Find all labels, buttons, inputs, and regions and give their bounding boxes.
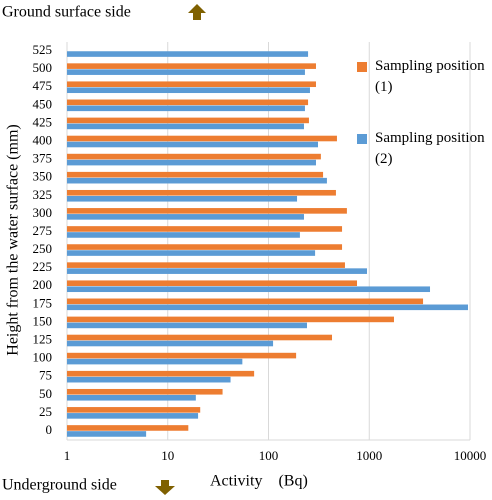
y-tick-label: 450 [33, 96, 53, 111]
y-tick-label: 0 [46, 422, 53, 437]
bar [67, 63, 316, 69]
bar [67, 214, 304, 220]
bar [67, 316, 394, 323]
y-tick-label: 75 [39, 368, 52, 383]
bar [67, 425, 189, 431]
y-tick-label: 425 [33, 114, 53, 129]
bar [67, 431, 147, 437]
bar [67, 208, 347, 214]
bottom-note: Underground side [2, 477, 117, 494]
bar [67, 358, 243, 365]
bar [67, 99, 309, 106]
x-axis-label: Activity (Bq) [210, 473, 308, 490]
legend-entry: Sampling position (1) [357, 56, 487, 98]
bar [67, 388, 223, 395]
x-tick-label: 10 [161, 448, 174, 463]
legend-swatch [357, 62, 367, 72]
bar [67, 135, 337, 142]
bar [67, 117, 309, 124]
legend-entry: Sampling position (2) [357, 128, 487, 170]
bar [67, 376, 231, 383]
bar [67, 123, 304, 130]
legend-label: Sampling position (2) [375, 130, 485, 167]
bar [67, 394, 196, 401]
bar [67, 268, 368, 274]
y-tick-label: 375 [33, 151, 53, 166]
bar [67, 87, 310, 94]
y-tick-label: 325 [33, 187, 53, 202]
bar [67, 189, 336, 196]
bar [67, 340, 274, 347]
y-tick-label: 225 [33, 259, 53, 274]
x-tick-label: 10000 [454, 448, 487, 463]
bar [67, 232, 300, 238]
bar [67, 370, 255, 377]
bar [67, 286, 431, 293]
y-tick-label: 25 [39, 404, 52, 419]
y-tick-label: 200 [33, 277, 53, 292]
bar [67, 81, 316, 88]
bar [67, 413, 199, 419]
down-arrow [155, 480, 175, 495]
legend-swatch [357, 134, 367, 144]
y-tick-label: 150 [33, 313, 53, 328]
bar [67, 262, 345, 268]
bar [67, 195, 298, 202]
bar [67, 334, 333, 341]
top-note: Ground surface side [2, 4, 131, 21]
bar [67, 226, 343, 232]
y-tick-label: 50 [39, 386, 52, 401]
bar [67, 159, 316, 166]
y-tick-label: 175 [33, 295, 53, 310]
bar [67, 352, 297, 359]
bar [67, 244, 343, 250]
y-tick-label: 275 [33, 223, 53, 238]
up-arrow [188, 4, 206, 20]
y-tick-label: 250 [33, 241, 53, 256]
bar [67, 171, 324, 178]
y-tick-label: 400 [33, 132, 53, 147]
y-tick-label: 525 [33, 42, 53, 57]
bar [67, 250, 316, 256]
bar [67, 407, 201, 413]
y-tick-label: 100 [33, 350, 53, 365]
y-tick-label: 475 [33, 78, 53, 93]
y-tick-label: 300 [33, 205, 53, 220]
bar [67, 298, 424, 305]
bar [67, 304, 468, 311]
y-axis-label: Height from the water surface (mm) [5, 124, 22, 355]
y-tick-label: 350 [33, 169, 53, 184]
bar [67, 322, 307, 329]
bar [67, 69, 305, 75]
bar [67, 280, 358, 287]
bar [67, 153, 321, 160]
bar [67, 51, 309, 57]
y-tick-label: 125 [33, 331, 53, 346]
bar [67, 105, 305, 112]
y-tick-label: 500 [33, 60, 53, 75]
bar [67, 177, 327, 184]
x-tick-label: 100 [259, 448, 279, 463]
bar [67, 141, 319, 148]
x-tick-label: 1 [64, 448, 71, 463]
x-tick-label: 1000 [356, 448, 382, 463]
legend-label: Sampling position (1) [375, 58, 485, 95]
